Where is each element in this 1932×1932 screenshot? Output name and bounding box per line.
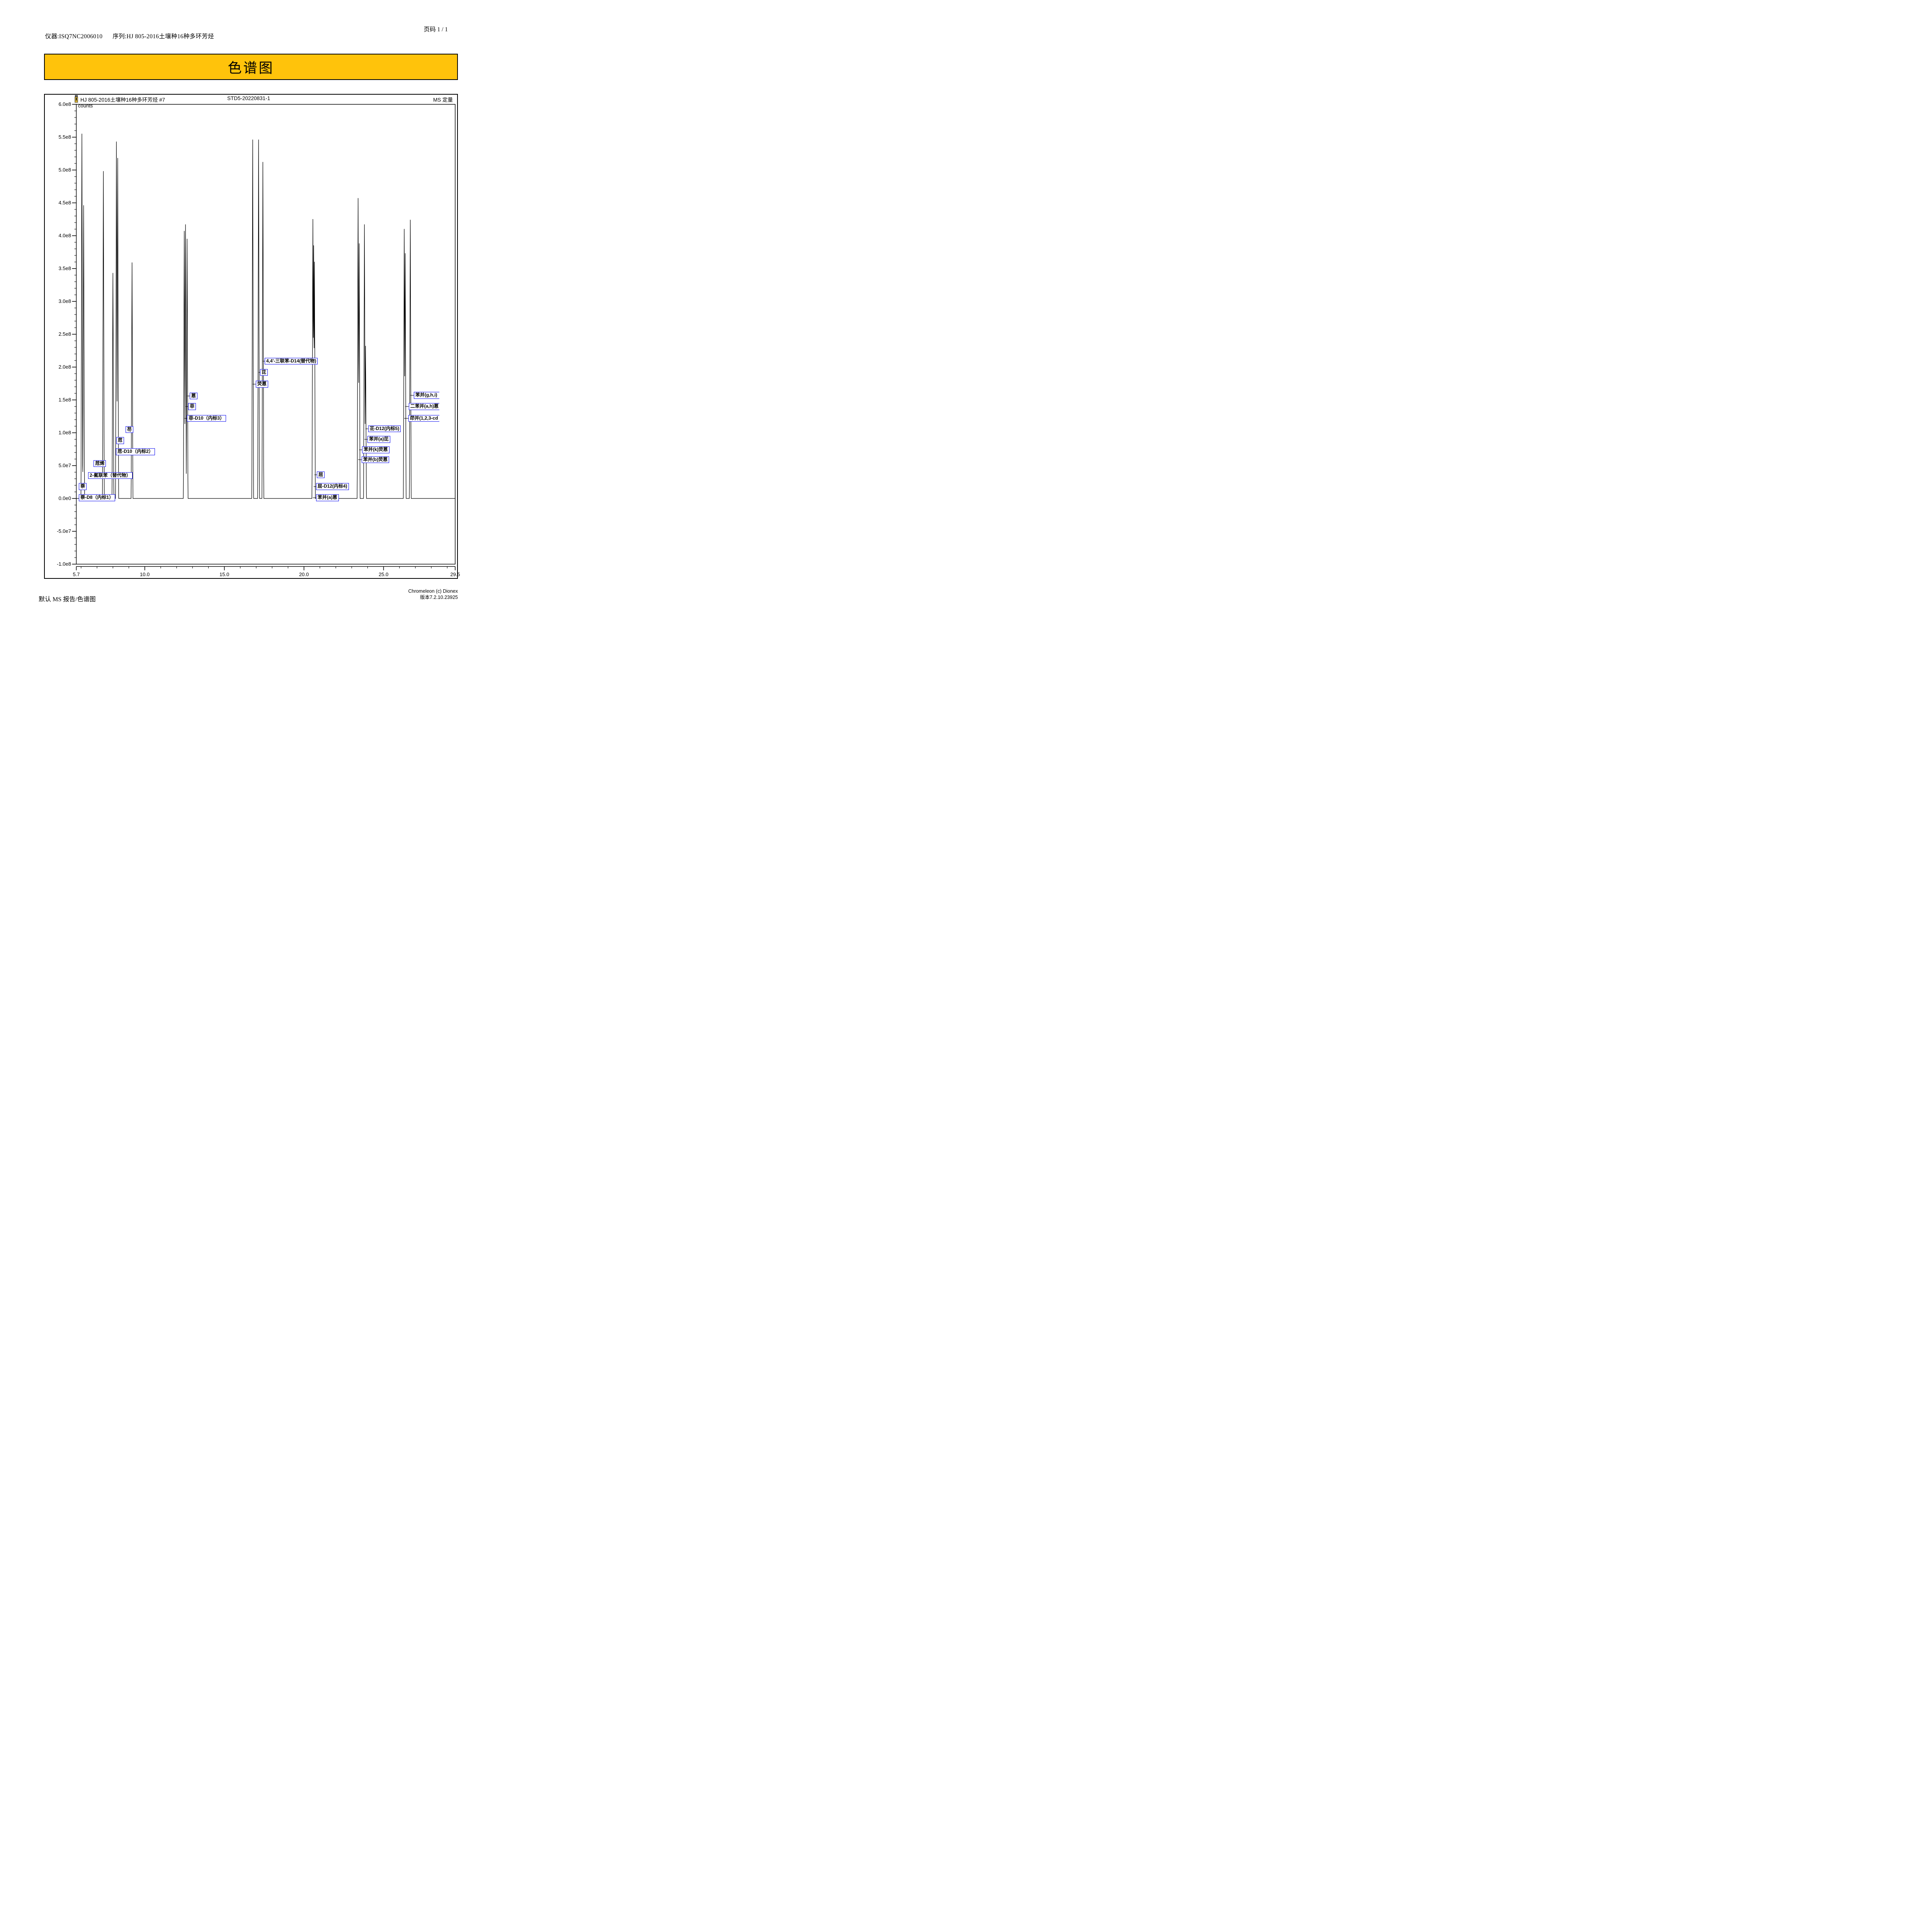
- y-tick-label: 1.0e8: [58, 430, 71, 435]
- page-number: 页码 1 / 1: [423, 26, 448, 33]
- peak-label: 苯并(b)荧蒽: [361, 456, 389, 463]
- x-tick-label: 20.0: [299, 571, 309, 577]
- peak-label: 苊: [116, 437, 124, 444]
- x-tick-label: 10.0: [139, 571, 150, 577]
- injection-title: HJ 805-2016土壤种16种多环芳烃 #7: [80, 97, 165, 103]
- peak-label: 苯并(a)蒽: [316, 494, 339, 502]
- y-tick-label: -1.0e8: [57, 561, 71, 567]
- peak-label: 茚并(1,2,3-cd: [408, 415, 439, 422]
- x-tick-label: 29.5: [450, 571, 460, 577]
- y-tick-label: 6.0e8: [58, 101, 71, 107]
- y-tick-label: 4.5e8: [58, 200, 71, 206]
- peak-label: 蒽: [189, 393, 197, 400]
- peak-label: 苯并(k)荧蒽: [362, 446, 389, 453]
- peak-label: 苝-D12(内标5): [368, 425, 401, 432]
- sequence-label: 序列:HJ 805-2016土壤种16种多环芳烃: [112, 33, 214, 40]
- report-banner: 色谱图: [44, 54, 458, 80]
- y-tick-label: 3.5e8: [58, 265, 71, 271]
- sample-name: STD5-20220831-1: [227, 95, 270, 101]
- peak-label: 4,4'-三联苯-D14(替代物): [264, 357, 318, 365]
- peak-label: 芘: [260, 369, 268, 376]
- report-template-name: 默认 MS 报告/色谱图: [39, 596, 96, 603]
- x-tick-label: 15.0: [219, 571, 230, 577]
- y-axis-unit-label: counts: [78, 103, 93, 109]
- header-instrument-sequence: 仪器:ISQ7NC2006010 序列:HJ 805-2016土壤种16种多环芳烃: [39, 25, 224, 47]
- software-credit: Chromeleon (c) Dionex 版本7.2.10.23925: [408, 588, 458, 601]
- peak-label: 萘-D8（内标1）: [79, 494, 116, 502]
- peak-label: 菲: [188, 403, 196, 410]
- peak-label: 2-氟联苯（替代物）: [88, 472, 133, 479]
- y-tick-label: 5.5e8: [58, 134, 71, 140]
- peak-label: 二苯并(a,h)蒽: [408, 403, 439, 410]
- peak-label: 萘: [79, 483, 87, 490]
- y-tick-label: 1.5e8: [58, 397, 71, 403]
- y-tick-label: 3.0e8: [58, 298, 71, 304]
- x-tick-label: 25.0: [378, 571, 389, 577]
- peak-label: 苊-D10（内标2）: [116, 448, 155, 456]
- x-tick-label: 5.7: [73, 571, 80, 577]
- instrument-label: 仪器:ISQ7NC2006010: [45, 33, 103, 40]
- peak-label: 荧蒽: [255, 381, 268, 388]
- peak-label: 苯并(a)芘: [367, 436, 390, 443]
- y-tick-label: -5.0e7: [57, 528, 71, 534]
- peak-label: 苯并(g,h,i): [413, 392, 439, 399]
- y-tick-label: 5.0e7: [58, 463, 71, 468]
- y-tick-label: 4.0e8: [58, 233, 71, 238]
- page-title: 色谱图: [228, 60, 274, 76]
- peak-label: 屈-D12(内标4): [316, 483, 349, 490]
- software-version: 版本7.2.10.23925: [420, 595, 458, 600]
- peak-label: 屈: [316, 471, 325, 478]
- vial-icon: [75, 95, 78, 103]
- software-name: Chromeleon (c) Dionex: [408, 588, 458, 594]
- y-tick-label: 2.0e8: [58, 364, 71, 370]
- report-page: 仪器:ISQ7NC2006010 序列:HJ 805-2016土壤种16种多环芳烃…: [0, 0, 493, 638]
- quant-mode-label: MS 定量: [433, 97, 453, 103]
- peak-label: 苊烯: [94, 460, 106, 467]
- y-tick-label: 0.0e0: [58, 495, 71, 501]
- peak-label: 菲-D10（内标3）: [187, 415, 226, 422]
- y-tick-label: 2.5e8: [58, 331, 71, 337]
- y-tick-label: 5.0e8: [58, 167, 71, 173]
- chromatogram-frame: [44, 94, 458, 579]
- peak-label: 芴: [125, 426, 133, 433]
